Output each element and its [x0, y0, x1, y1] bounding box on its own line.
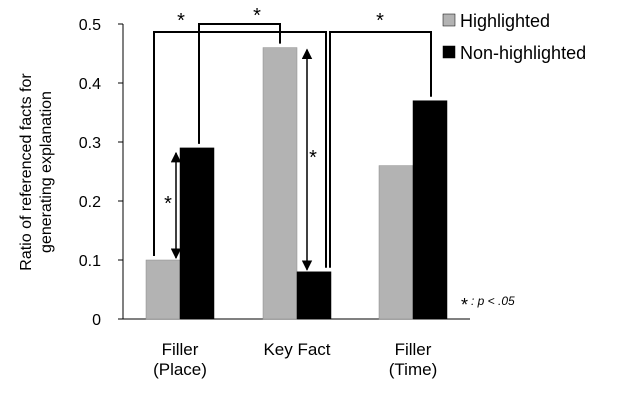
x-tick-label: (Time)	[389, 360, 437, 379]
x-tick-label: (Place)	[153, 360, 207, 379]
x-tick-label: Filler	[162, 340, 199, 359]
significance-note-star: *	[461, 295, 468, 315]
legend-label: Non-highlighted	[460, 43, 586, 63]
significance-note-text: : p < .05	[471, 294, 515, 308]
significance-star: *	[253, 5, 261, 27]
bar-highlighted-1	[262, 47, 298, 320]
bar-non-highlighted-2	[412, 100, 448, 320]
legend-swatch-highlighted	[442, 13, 456, 27]
y-tick-label: 0.1	[79, 253, 101, 270]
y-tick-label: 0.5	[79, 17, 101, 34]
legend-swatch-non-highlighted	[442, 45, 456, 59]
significance-bracket	[198, 23, 281, 144]
significance-star: *	[309, 147, 317, 169]
bar-non-highlighted-1	[296, 271, 332, 320]
bar-highlighted-0	[145, 259, 181, 320]
significance-bracket	[329, 31, 432, 268]
bar-highlighted-2	[378, 165, 414, 320]
x-tick-label: Filler	[395, 340, 432, 359]
y-tick-label: 0	[92, 312, 101, 329]
significance-star: *	[376, 10, 384, 32]
bar-non-highlighted-0	[179, 147, 215, 320]
significance-star: *	[164, 193, 172, 215]
x-tick-label: Key Fact	[263, 340, 330, 359]
y-tick-label: 0.2	[79, 194, 101, 211]
y-tick-label: 0.4	[79, 76, 101, 93]
significance-bracket	[153, 31, 327, 268]
legend-label: Highlighted	[460, 11, 550, 31]
y-axis-label-line: Ratio of referenced facts for	[18, 73, 35, 271]
y-axis-label-line: generating explanation	[38, 91, 55, 253]
y-tick-label: 0.3	[79, 135, 101, 152]
significance-star: *	[177, 10, 185, 32]
y-axis-label: Ratio of referenced facts for generating …	[18, 73, 55, 271]
